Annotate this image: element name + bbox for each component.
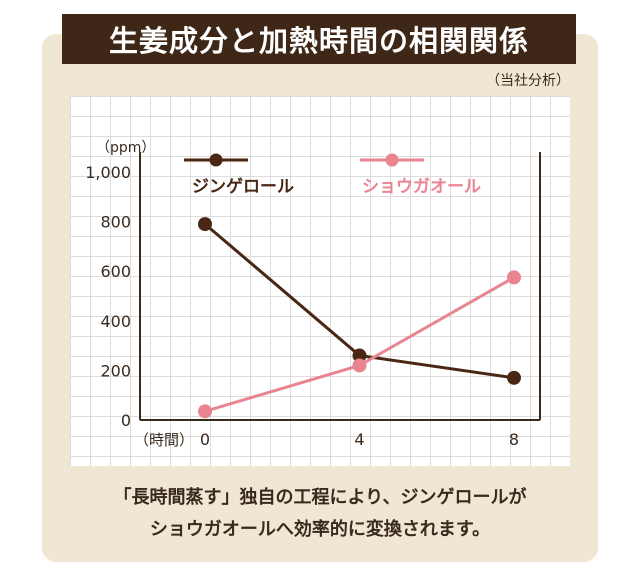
data-point — [352, 348, 367, 363]
y-tick-label: 800 — [100, 213, 131, 232]
y-tick-label: 400 — [100, 312, 131, 331]
caption: 「長時間蒸す」独自の工程により、ジンゲロールが ショウガオールへ効率的に変換され… — [42, 482, 598, 546]
y-axis-ticks: （ppm） 0 200 400 600 800 1,000 — [85, 140, 155, 430]
series-2 — [198, 270, 521, 419]
chart-axes — [139, 152, 541, 421]
y-tick-label: 0 — [121, 411, 131, 430]
legend-item: ショウガオール — [360, 153, 481, 197]
data-point — [507, 270, 521, 285]
plot-grid-background — [70, 96, 570, 466]
caption-line-2: ショウガオールへ効率的に変換されます。 — [149, 519, 491, 540]
data-point — [507, 370, 521, 385]
source-note: （当社分析） — [486, 73, 570, 89]
y-axis-label: （ppm） — [96, 140, 155, 156]
data-point — [352, 358, 367, 373]
data-point — [198, 404, 212, 419]
legend-label: ショウガオール — [362, 177, 481, 197]
x-tick-label: 8 — [509, 430, 519, 449]
data-point — [198, 217, 212, 232]
legend: ジンゲロール ショウガオール — [184, 153, 481, 197]
x-axis-ticks: （時間） 0 4 8 — [134, 430, 519, 449]
series-line — [204, 276, 515, 413]
legend-marker — [209, 153, 223, 167]
legend-marker — [385, 153, 399, 167]
x-axis-label: （時間） — [134, 431, 194, 449]
legend-item: ジンゲロール — [184, 153, 294, 197]
page-title: 生姜成分と加熱時間の相関関係 — [62, 14, 576, 64]
series-layer — [198, 217, 521, 419]
series-1 — [198, 217, 521, 385]
x-tick-label: 4 — [354, 430, 364, 449]
caption-line-1: 「長時間蒸す」独自の工程により、ジンゲロールが — [113, 487, 527, 508]
x-tick-label: 0 — [200, 430, 210, 449]
y-tick-label: 200 — [100, 361, 131, 380]
y-tick-label: 600 — [100, 262, 131, 281]
y-tick-label: 1,000 — [85, 163, 131, 182]
legend-label: ジンゲロール — [192, 176, 294, 197]
